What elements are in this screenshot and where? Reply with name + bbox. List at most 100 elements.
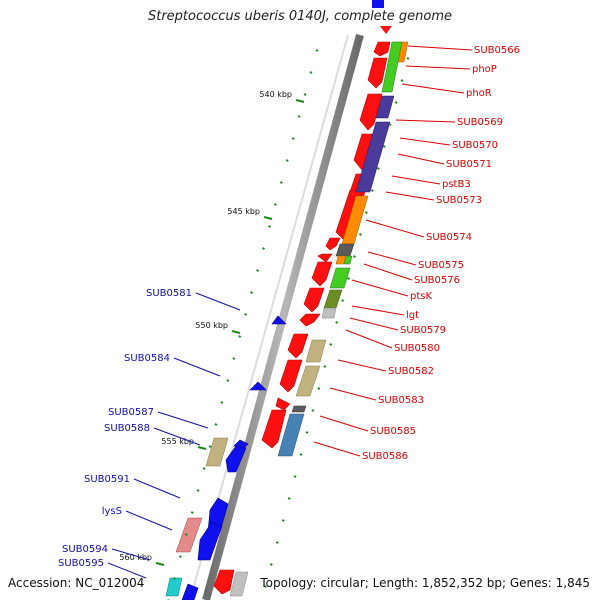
reverse-label-leader	[111, 548, 151, 561]
reverse-gene-labels: SUB0581 SUB0584 SUB0587 SUB0588 SUB0591 lysS S…	[58, 288, 241, 579]
ruler-major-tick	[197, 446, 207, 450]
gene-SUB0582-arrow	[287, 333, 309, 359]
ruler-minor-tick	[172, 577, 176, 580]
ruler-minor-tick	[370, 189, 374, 192]
gene-SUB0595-arrow	[181, 583, 199, 600]
ruler-minor-tick	[293, 475, 297, 478]
ruler-minor-tick	[250, 291, 254, 294]
gene-partial-top-arrow	[380, 26, 392, 34]
ruler-minor-tick	[279, 181, 283, 184]
forward-gene-label: SUB0571	[446, 159, 492, 170]
ruler-minor-tick	[323, 365, 327, 368]
reverse-gene-label: SUB0581	[146, 288, 192, 299]
ruler-minor-tick	[303, 93, 307, 96]
forward-cog-boxes	[229, 41, 409, 597]
genome-backbone	[202, 33, 364, 600]
ruler-minor-tick	[275, 541, 279, 544]
ruler-minor-tick	[262, 247, 265, 250]
gene-phoP-arrow	[367, 57, 388, 89]
cog-box-SUB0585	[291, 405, 307, 413]
ruler-minor-tick	[335, 321, 339, 324]
ruler-minor-tick	[287, 497, 291, 500]
ruler-label: 550 kbp	[195, 321, 228, 330]
ruler-minor-tick	[317, 387, 321, 390]
cog-box-lgt	[323, 289, 343, 309]
forward-label-leader	[399, 137, 451, 146]
ruler-major-tick	[155, 562, 165, 566]
forward-label-leader	[337, 359, 387, 372]
forward-gene-label: SUB0586	[362, 451, 408, 462]
forward-label-leader	[313, 441, 361, 457]
ruler-minor-tick	[347, 277, 350, 280]
ruler-minor-tick	[178, 555, 182, 558]
gene-SUB0574-arrow	[325, 237, 341, 251]
ruler-minor-tick	[305, 431, 309, 434]
forward-gene-label: pstB3	[442, 179, 471, 190]
forward-label-leader	[401, 83, 465, 94]
ruler-minor-tick	[299, 453, 303, 456]
coordinate-ruler: 540 kbp 545 kbp 550 kbp 555 kbp 560 kbp	[119, 49, 410, 600]
forward-gene-labels: SUB0566 phoP phoR SUB0569 SUB0570 SUB0571 pstB…	[313, 45, 520, 462]
gene-SUB0586-arrow	[261, 409, 287, 449]
reverse-gene-label: SUB0584	[124, 353, 170, 364]
reverse-strand-genes	[181, 315, 287, 600]
cog-box-SUB0576-b	[343, 255, 353, 265]
gene-SUB0583-arrow	[279, 359, 303, 393]
ruler-minor-tick	[285, 159, 289, 162]
gene-ptsK-arrow	[303, 287, 325, 313]
ruler-minor-tick	[400, 79, 404, 82]
cog-box-ptsK	[329, 267, 351, 289]
ruler-minor-tick	[232, 357, 236, 360]
cog-box-SUB0588	[205, 437, 229, 467]
ruler-minor-tick	[388, 123, 392, 126]
ruler-minor-tick	[364, 211, 368, 214]
cog-box-SUB0582	[305, 339, 327, 363]
ruler-minor-tick	[202, 467, 206, 470]
cog-box-lysS	[175, 517, 203, 553]
ruler-minor-tick	[406, 57, 410, 60]
reverse-gene-label: SUB0595	[58, 558, 104, 569]
forward-label-leader	[319, 415, 369, 432]
gene-lysS-arrow	[197, 521, 223, 561]
cog-box-SUB0583	[295, 365, 321, 397]
gene-phoR-arrow	[359, 93, 383, 131]
gene-SUB0584-arrow	[249, 381, 267, 391]
topology-text: Topology: circular; Length: 1,852,352 bp…	[260, 576, 590, 590]
reverse-label-leader	[133, 478, 181, 499]
ruler-minor-tick	[214, 423, 218, 426]
gene-SUB0588-arrow	[225, 445, 247, 473]
gene-SUB0576-arrow	[311, 261, 333, 287]
forward-label-leader	[397, 153, 445, 165]
ruler-minor-tick	[329, 343, 333, 346]
ruler-minor-tick	[184, 533, 188, 536]
ruler-minor-tick	[244, 313, 248, 316]
forward-label-leader	[351, 279, 409, 297]
ruler-minor-tick	[226, 379, 230, 382]
cog-box-bottom-1	[229, 571, 249, 597]
ruler-minor-tick	[196, 489, 200, 492]
forward-label-leader	[395, 119, 456, 123]
cog-box-SUB0594	[165, 577, 183, 597]
ruler-major-tick	[263, 216, 273, 220]
forward-gene-label: SUB0585	[370, 426, 416, 437]
ruler-major-tick	[231, 330, 241, 334]
forward-label-leader	[385, 191, 435, 201]
ruler-minor-tick	[190, 511, 194, 514]
ruler-minor-tick	[341, 299, 345, 302]
cog-box-SUB0586	[277, 413, 305, 457]
ruler-minor-tick	[358, 233, 362, 236]
reverse-label-leader	[153, 427, 201, 446]
forward-label-leader	[365, 219, 425, 238]
ruler-major-tick	[295, 99, 305, 103]
reverse-label-leader	[173, 357, 221, 377]
ruler-minor-tick	[267, 225, 271, 228]
gene-bottom-red-1	[213, 569, 235, 595]
gene-SUB0575-arrow	[317, 253, 333, 263]
forward-gene-label: SUB0580	[394, 343, 440, 354]
forward-gene-label: SUB0579	[400, 325, 446, 336]
forward-label-leader	[345, 329, 393, 349]
cog-box-SUB0579	[321, 307, 337, 319]
ruler-minor-tick	[281, 519, 285, 522]
forward-label-leader	[351, 305, 405, 316]
